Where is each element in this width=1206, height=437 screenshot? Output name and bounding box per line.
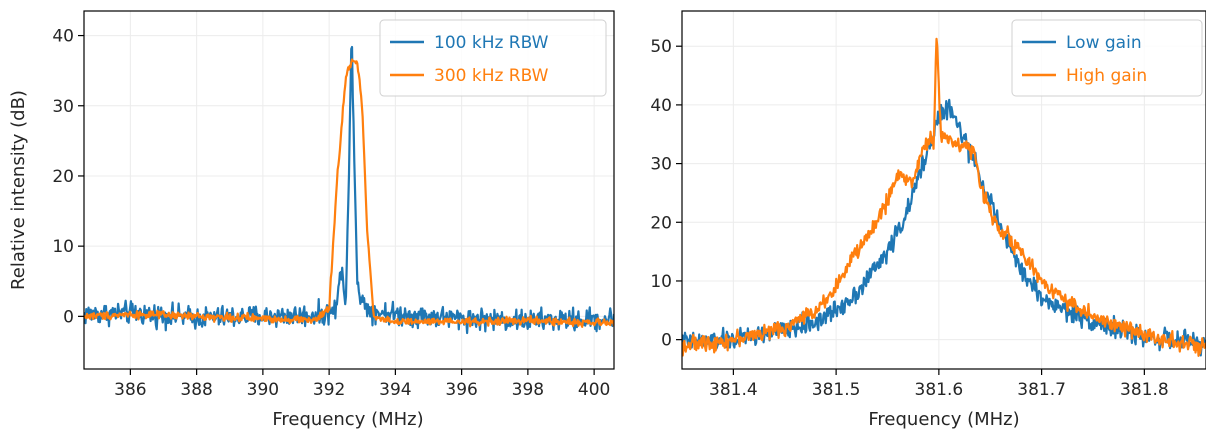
left-x-tick-label: 400	[578, 380, 610, 400]
left-x-tick-label: 396	[445, 380, 477, 400]
right-y-tick-label: 30	[650, 155, 672, 175]
right-axes: 381.4 381.5 381.6 381.7 381.8 0 10 20 30 40 50	[650, 10, 1206, 400]
right-legend: Low gain High gain	[1011, 19, 1203, 97]
left-legend: 100 kHz RBW 300 kHz RBW	[379, 19, 607, 97]
left-series-line-2	[84, 58, 614, 328]
left-plot-frame	[83, 10, 615, 370]
left-x-axis-label: Frequency (MHz)	[272, 409, 423, 430]
left-x-tick-label: 388	[180, 380, 212, 400]
left-legend-box	[379, 19, 607, 97]
right-x-tick-label: 381.8	[1120, 380, 1169, 400]
right-x-axis-label: Frequency (MHz)	[868, 409, 1019, 430]
right-y-tick-label: 20	[650, 213, 672, 233]
left-legend-label-2: 300 kHz RBW	[434, 66, 549, 86]
left-x-tick-label: 386	[114, 380, 146, 400]
left-series	[84, 45, 614, 335]
left-axes: 386 388 390 392 394 396 398 400 0 10 20 30 40	[52, 10, 615, 400]
right-x-tick-label: 381.6	[915, 380, 964, 400]
left-y-axis-label: Relative intensity (dB)	[8, 90, 29, 290]
right-legend-box	[1011, 19, 1203, 97]
left-legend-label-1: 100 kHz RBW	[434, 33, 549, 53]
right-x-tick-label: 381.4	[709, 380, 758, 400]
right-legend-label-2: High gain	[1066, 66, 1147, 86]
left-y-tick-label: 10	[52, 237, 74, 257]
right-x-tick-label: 381.5	[812, 380, 861, 400]
right-grid	[682, 11, 1206, 369]
left-x-tick-label: 392	[313, 380, 345, 400]
right-y-tick-label: 40	[650, 96, 672, 116]
left-x-tick-label: 394	[379, 380, 411, 400]
right-series-line-2	[682, 37, 1206, 357]
left-y-tick-label: 0	[63, 307, 74, 327]
right-plot-frame	[681, 10, 1206, 370]
right-y-tick-label: 50	[650, 37, 672, 57]
right-legend-label-1: Low gain	[1066, 33, 1142, 53]
left-series-line-1	[84, 45, 614, 335]
right-x-tick-label: 381.7	[1017, 380, 1066, 400]
right-chart: 381.4 381.5 381.6 381.7 381.8 0 10 20 30 40 50 Fre…	[650, 10, 1206, 430]
left-chart: 386 388 390 392 394 396 398 400 0 10 20 30 40 Freque…	[8, 10, 615, 430]
left-y-tick-label: 20	[52, 167, 74, 187]
right-series	[682, 37, 1206, 357]
left-y-tick-label: 40	[52, 27, 74, 47]
right-y-tick-label: 10	[650, 272, 672, 292]
left-x-tick-label: 398	[512, 380, 544, 400]
left-x-tick-label: 390	[247, 380, 279, 400]
left-y-tick-label: 30	[52, 97, 74, 117]
right-y-tick-label: 0	[661, 331, 672, 351]
